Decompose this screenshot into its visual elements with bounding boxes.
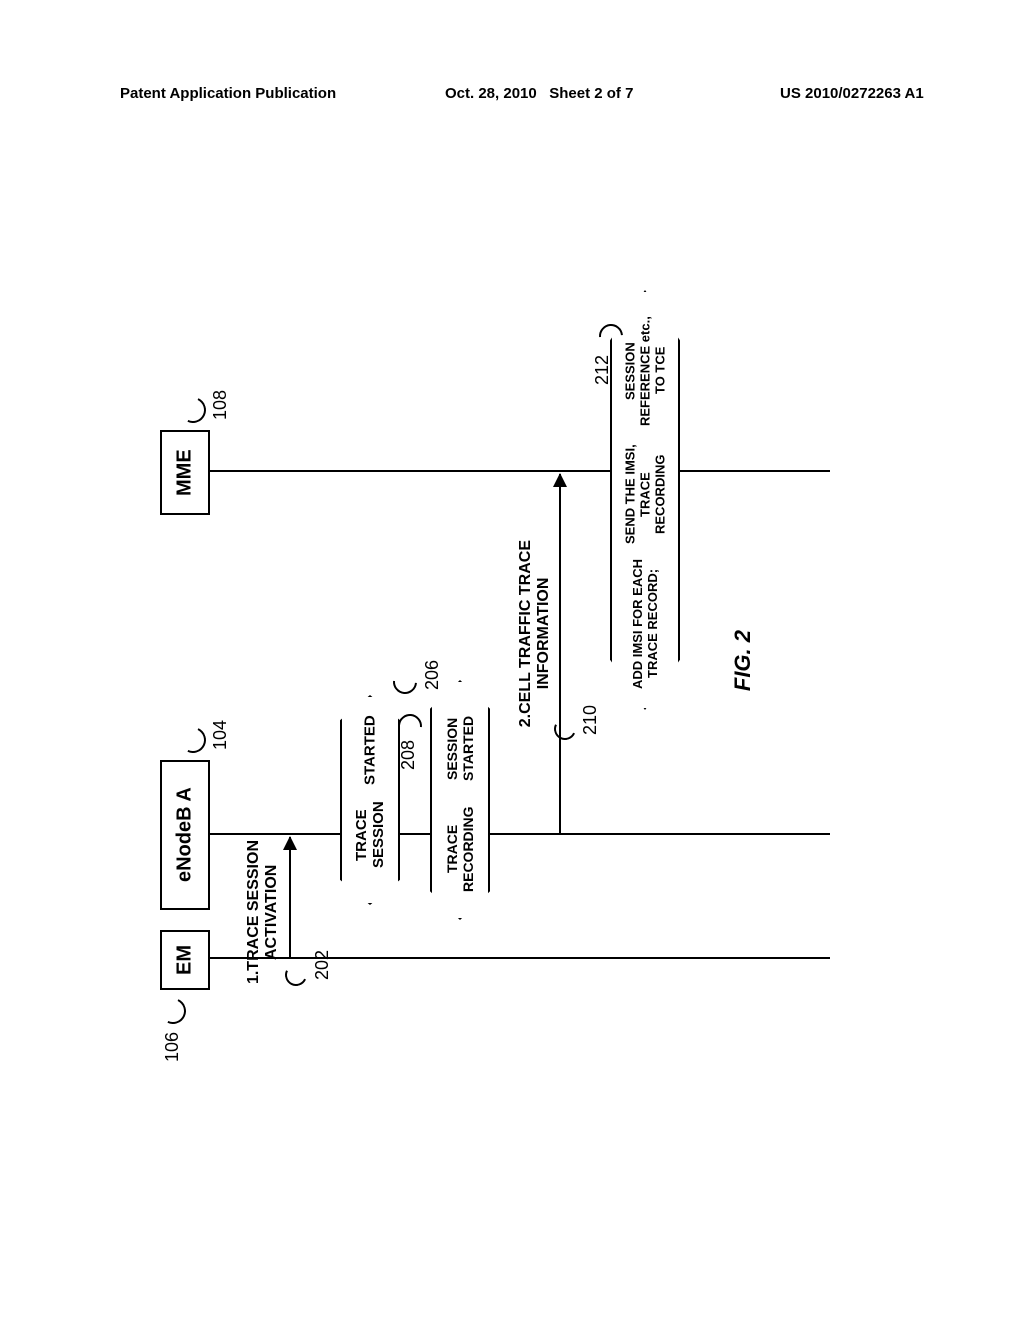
header-sheet: Sheet 2 of 7 <box>549 85 633 102</box>
arrow-m1-line <box>289 837 291 957</box>
hex2-line1: TRACE RECORDING <box>444 798 476 900</box>
figure-caption: FIG. 2 <box>730 630 756 691</box>
sequence-diagram: EM 106 eNodeB A 104 MME 108 1.TRACE SESS… <box>130 160 890 1160</box>
lifeline-em <box>210 957 830 959</box>
lifeline-enodeb <box>210 833 830 835</box>
ref-h3: 212 <box>592 355 613 385</box>
header-pubnumber: US 2010/0272263 A1 <box>780 85 924 102</box>
hex1-line1: TRACE SESSION <box>353 785 387 885</box>
actor-em: EM <box>160 930 210 990</box>
ref-arc-m2 <box>551 715 579 743</box>
hex2-line2: SESSION STARTED <box>444 700 476 798</box>
header-date: Oct. 28, 2010 <box>445 85 537 102</box>
hex3-line2: SEND THE IMSI, TRACE RECORDING <box>623 431 668 557</box>
actor-enodeb: eNodeB A <box>160 760 210 910</box>
msg2-line1: 2.CELL TRAFFIC TRACE <box>517 540 534 727</box>
actor-em-label: EM <box>174 945 197 975</box>
actor-mme-label: MME <box>174 449 197 496</box>
hex3-line3: SESSION REFERENCE etc., TO TCE <box>623 310 668 431</box>
ref-arc-mme <box>176 393 209 426</box>
ref-m1: 202 <box>312 950 333 980</box>
ref-arc-h1 <box>388 665 422 699</box>
arrow-m2-head <box>553 473 567 487</box>
msg2-line2: INFORMATION <box>535 578 552 690</box>
ref-enodeb: 104 <box>210 720 231 750</box>
ref-m2: 210 <box>580 705 601 735</box>
msg1-line1: 1.TRACE SESSION <box>245 840 262 984</box>
hex-add-imsi: ADD IMSI FOR EACH TRACE RECORD; SEND THE… <box>610 290 680 710</box>
hex3-line1: ADD IMSI FOR EACH TRACE RECORD; <box>630 558 660 690</box>
arrow-m2-line <box>559 474 561 833</box>
msg1-label: 1.TRACE SESSION ACTIVATION <box>245 840 281 984</box>
ref-arc-m1 <box>282 961 310 989</box>
actor-mme: MME <box>160 430 210 515</box>
msg2-label: 2.CELL TRAFFIC TRACE INFORMATION <box>517 540 553 727</box>
ref-em: 106 <box>162 1032 183 1062</box>
actor-enodeb-label: eNodeB A <box>174 788 197 883</box>
hex-trace-recording-started: TRACE RECORDING SESSION STARTED <box>430 680 490 920</box>
msg1-line2: ACTIVATION <box>263 864 280 959</box>
hex-trace-session-started: TRACE SESSION STARTED <box>340 695 400 905</box>
ref-h2: 208 <box>398 740 419 770</box>
ref-arc-em <box>156 994 189 1027</box>
ref-arc-enodeb <box>176 723 209 756</box>
arrow-m1-head <box>283 836 297 850</box>
ref-h1: 206 <box>422 660 443 690</box>
ref-mme: 108 <box>210 390 231 420</box>
hex1-line2: STARTED <box>362 715 379 785</box>
header-publication: Patent Application Publication <box>120 85 336 102</box>
header-date-sheet: Oct. 28, 2010 Sheet 2 of 7 <box>445 85 633 102</box>
lifeline-mme <box>210 470 830 472</box>
